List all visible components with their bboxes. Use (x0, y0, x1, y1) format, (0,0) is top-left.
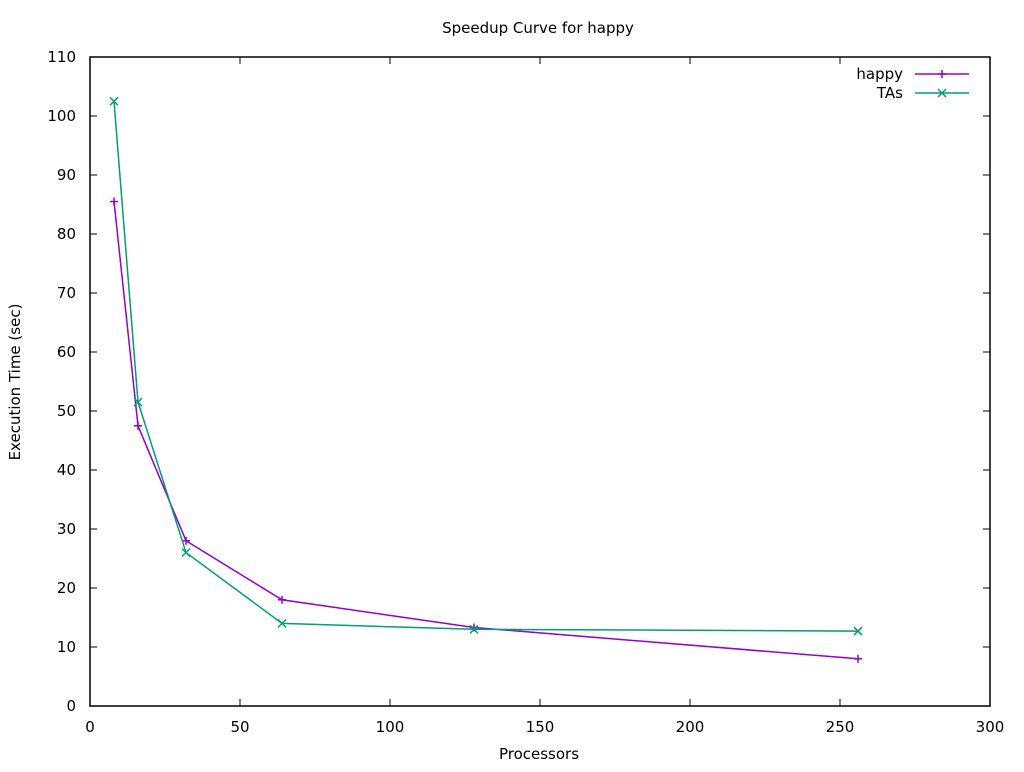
y-tick-label: 90 (57, 166, 76, 184)
y-tick-label: 80 (57, 225, 76, 243)
legend-label: TAs (876, 84, 903, 102)
data-point (853, 626, 863, 636)
x-tick-label: 100 (376, 718, 405, 736)
series-layer (109, 96, 863, 663)
legend-item: TAs (876, 84, 969, 102)
y-tick-label: 40 (57, 461, 76, 479)
y-tick-label: 60 (57, 343, 76, 361)
y-tick-label: 20 (57, 579, 76, 597)
series-tas (109, 96, 863, 636)
series-line (113, 201, 859, 660)
series-line (113, 101, 859, 632)
y-tick-label: 50 (57, 402, 76, 420)
y-tick-label: 30 (57, 520, 76, 538)
x-axis-label: Processors (499, 745, 579, 763)
legend-marker (937, 88, 947, 98)
data-point (133, 397, 143, 407)
y-tick-label: 0 (66, 697, 76, 715)
chart-title: Speedup Curve for happy (442, 19, 634, 37)
y-tick-label: 100 (47, 107, 76, 125)
y-tick-label: 10 (57, 638, 76, 656)
axis-ticks: 0 50 100 150 200 250 300 0 10 20 30 40 50 60 70 80 90 100… (47, 48, 1004, 736)
data-point (469, 624, 479, 634)
plot-border (89, 56, 991, 707)
legend-item: happy (856, 65, 969, 83)
plot-frame (89, 56, 991, 707)
x-tick-label: 150 (526, 718, 555, 736)
data-point (181, 548, 191, 558)
legend-label: happy (856, 65, 903, 83)
x-tick-label: 250 (826, 718, 855, 736)
y-tick-label: 110 (47, 48, 76, 66)
x-tick-label: 0 (85, 718, 95, 736)
x-tick-label: 300 (976, 718, 1005, 736)
data-point (277, 618, 287, 628)
series-happy (110, 197, 862, 663)
x-tick-label: 50 (230, 718, 249, 736)
x-tick-label: 200 (676, 718, 705, 736)
data-point (109, 96, 119, 106)
y-axis-label: Execution Time (sec) (6, 304, 24, 461)
y-tick-label: 70 (57, 284, 76, 302)
